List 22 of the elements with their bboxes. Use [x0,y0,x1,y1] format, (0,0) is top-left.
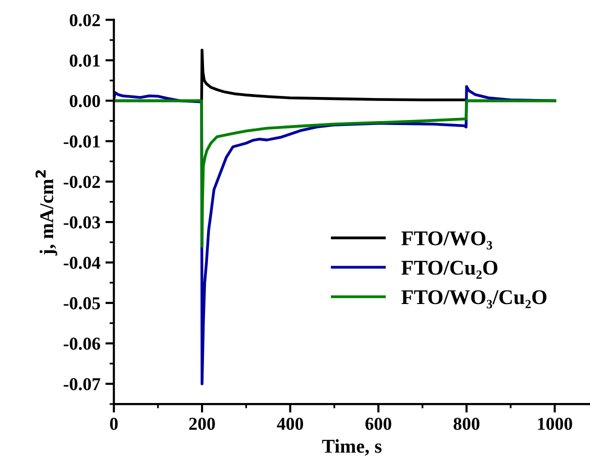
y-tick-label: 0.00 [70,94,100,108]
x-tick-label: 0 [110,418,118,430]
line-series [114,99,556,248]
legend-label: FTO/WO₃/Cu₂O [401,290,546,308]
y-tick-label: 0.02 [70,14,100,26]
y-tick-label: -0.05 [64,297,100,310]
y-tick-label: -0.07 [64,378,100,390]
y-tick-label: -0.06 [64,338,100,350]
x-tick-label: 400 [276,418,304,430]
x-tick-label: 200 [189,418,215,430]
y-tick-label: -0.02 [64,176,100,188]
x-tick-label: 600 [365,418,392,430]
y-tick-label: 0.01 [70,54,100,67]
x-tick-label: 1000 [538,418,572,430]
x-axis-title: Time, s [322,439,382,456]
legend-label: FTO/Cu₂O [401,260,498,279]
y-axis-title: j, mA/cm$^{2}$ [36,170,58,256]
x-tick-label: 800 [454,418,480,430]
legend-label: FTO/WO₃ [401,231,492,250]
y-tick-label: -0.04 [64,256,100,270]
y-tick-label: -0.01 [64,135,100,148]
y-tick-label: -0.03 [64,216,100,229]
